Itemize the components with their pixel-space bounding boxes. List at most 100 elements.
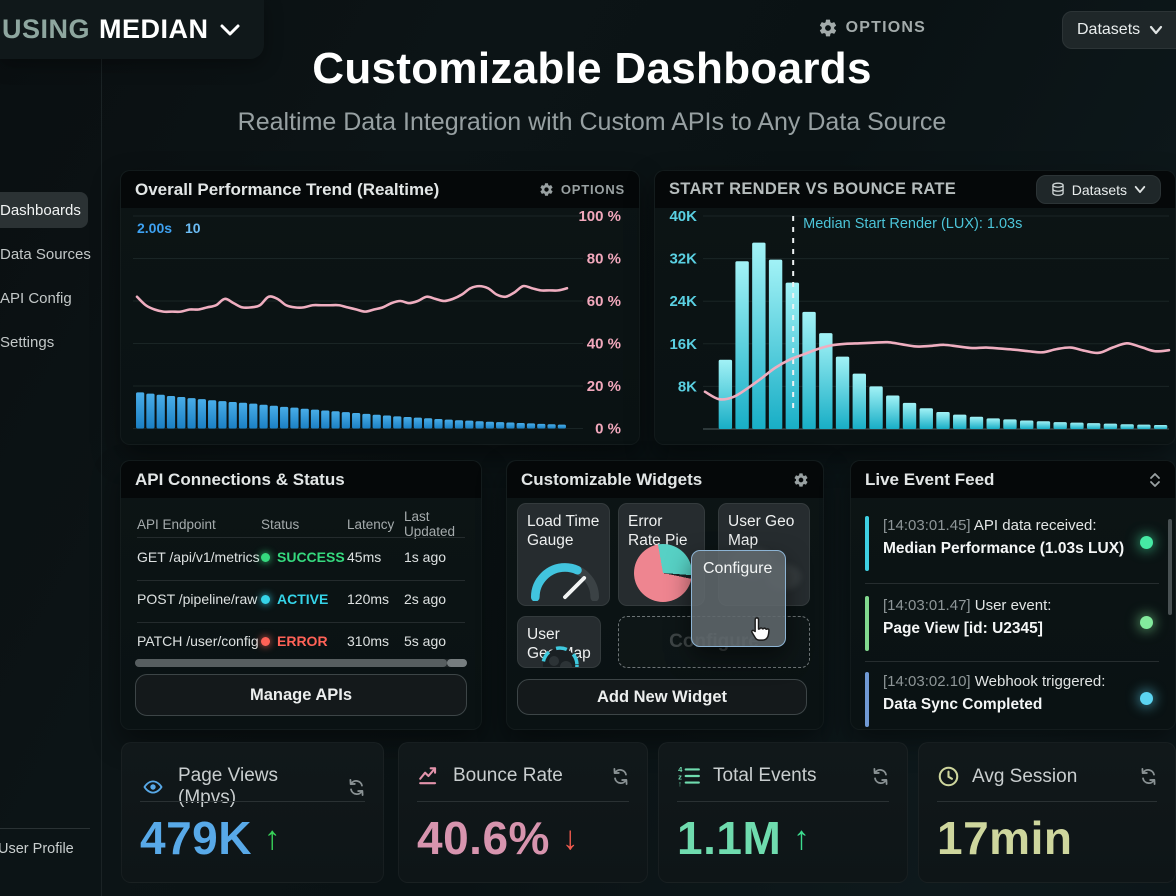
table-row: PATCH /user/config ERROR 310ms 5s ago xyxy=(121,633,481,649)
svg-text:z: z xyxy=(678,772,682,781)
widget-label: Load Time Gauge xyxy=(527,513,600,550)
panel-datasets-dropdown[interactable]: Datasets xyxy=(1035,175,1161,204)
svg-text:32K: 32K xyxy=(669,251,697,268)
svg-text:10: 10 xyxy=(185,220,201,236)
manage-apis-button[interactable]: Manage APIs xyxy=(135,674,467,716)
endpoint-cell: POST /pipeline/raw xyxy=(137,591,258,607)
refresh-icon[interactable] xyxy=(610,766,631,787)
brand-median-text: MEDIAN xyxy=(99,14,209,44)
svg-text:20 %: 20 % xyxy=(587,378,621,395)
brand-using-text: USING xyxy=(2,14,91,44)
kpi-value: 479K xyxy=(140,812,252,864)
svg-text:24K: 24K xyxy=(669,293,697,310)
widget-user-geo-map-2[interactable]: User Geo Map xyxy=(517,616,601,668)
event-status-dot xyxy=(1140,692,1153,705)
event-detail: Median Performance (1.03s LUX) xyxy=(883,540,1125,557)
trend-up-arrow: ↑ xyxy=(793,819,810,856)
latency-cell: 310ms xyxy=(347,633,390,649)
latency-cell: 45ms xyxy=(347,549,382,565)
widget-error-rate-pie[interactable]: Error Rate Pie xyxy=(618,503,705,606)
sidebar-divider xyxy=(0,828,90,829)
kpi-avg-session-card: Avg Session 17min xyxy=(918,742,1176,883)
sidebar-item-user-profile[interactable]: User Profile xyxy=(0,841,74,857)
svg-text:40K: 40K xyxy=(669,208,697,225)
feed-divider xyxy=(865,661,1159,662)
chevron-down-icon xyxy=(1134,185,1146,194)
datasets-label: Datasets xyxy=(1077,21,1141,38)
trend-down-arrow: ↓ xyxy=(561,819,579,856)
updated-cell: 1s ago xyxy=(404,549,447,565)
widgets-panel: Customizable Widgets Load Time Gauge Err… xyxy=(506,460,824,730)
refresh-icon[interactable] xyxy=(346,777,367,798)
dragged-configure-card[interactable]: Configure xyxy=(691,550,786,647)
updated-cell: 2s ago xyxy=(404,591,447,607)
svg-text:4: 4 xyxy=(678,765,683,774)
widget-load-time-gauge[interactable]: Load Time Gauge xyxy=(517,503,610,606)
event-accent-bar xyxy=(865,672,869,727)
sidebar-item-label: Settings xyxy=(0,333,55,351)
sidebar-item-settings[interactable]: Settings xyxy=(0,324,88,360)
chevron-down-icon xyxy=(1149,25,1163,35)
kpi-value: 1.1M xyxy=(677,812,782,864)
updated-cell: 5s ago xyxy=(404,633,447,649)
scrollbar-thumb[interactable] xyxy=(135,659,448,667)
sidebar-item-data-sources[interactable]: Data Sources xyxy=(0,236,91,272)
gear-icon xyxy=(818,18,838,38)
column-header: Last Updated xyxy=(404,509,456,539)
feed-event: [14:03:01.47] User event: Page View [id:… xyxy=(851,593,1175,655)
refresh-icon[interactable] xyxy=(1138,766,1159,787)
panel-title: Customizable Widgets xyxy=(521,469,703,489)
svg-text:0 %: 0 % xyxy=(595,421,621,438)
table-row: POST /pipeline/raw ACTIVE 120ms 2s ago xyxy=(121,591,481,607)
gear-icon[interactable] xyxy=(793,472,809,488)
table-divider xyxy=(137,537,465,538)
svg-text:80 %: 80 % xyxy=(587,251,621,268)
table-divider xyxy=(137,580,465,581)
performance-panel-header: Overall Performance Trend (Realtime) OPT… xyxy=(121,171,639,208)
start-render-panel-header: START RENDER VS BOUNCE RATE Datasets xyxy=(655,171,1175,208)
page-title: Customizable Dashboards xyxy=(312,44,872,93)
clock-icon xyxy=(937,765,960,788)
svg-text:Median Start Render (LUX): 1.0: Median Start Render (LUX): 1.03s xyxy=(803,216,1022,232)
table-row: GET /api/v1/metrics SUCCESS 45ms 1s ago xyxy=(121,549,481,565)
add-new-widget-button[interactable]: Add New Widget xyxy=(517,679,807,715)
event-detail: Data Sync Completed xyxy=(883,696,1043,713)
gauge-icon xyxy=(530,563,600,601)
column-header: API Endpoint xyxy=(137,516,216,532)
widget-label: User Geo Map xyxy=(728,513,795,550)
sidebar-item-dashboards[interactable]: Dashboards xyxy=(0,192,88,228)
datasets-dropdown[interactable]: Datasets xyxy=(1062,11,1176,49)
options-button[interactable]: OPTIONS xyxy=(818,18,926,38)
svg-text:40 %: 40 % xyxy=(587,336,621,353)
sidebar-item-label: API Config xyxy=(0,289,72,307)
sort-icon[interactable] xyxy=(1149,472,1161,488)
status-cell: SUCCESS xyxy=(261,549,347,565)
table-divider xyxy=(137,622,465,623)
panel-title: Overall Performance Trend (Realtime) xyxy=(135,179,440,199)
kpi-label: Bounce Rate xyxy=(453,765,563,786)
column-header: Status xyxy=(261,516,300,532)
pie-chart-icon xyxy=(634,544,692,602)
sidebar-item-api-config[interactable]: API Config xyxy=(0,280,88,316)
trend-up-arrow: ↑ xyxy=(263,819,281,856)
brand-logo[interactable]: USING MEDIAN xyxy=(0,0,264,59)
kpi-label: Avg Session xyxy=(972,765,1078,787)
feed-scrollbar[interactable] xyxy=(1168,519,1172,615)
feed-event: [14:03:01.45] API data received: Median … xyxy=(851,513,1175,575)
svg-text:60 %: 60 % xyxy=(587,293,621,310)
svg-text:100 %: 100 % xyxy=(578,208,621,225)
panel-title: START RENDER VS BOUNCE RATE xyxy=(669,180,957,198)
panel-options-button[interactable]: OPTIONS xyxy=(539,182,625,197)
live-event-feed-panel: Live Event Feed [14:03:01.45] API data r… xyxy=(850,460,1176,730)
performance-trend-panel: 100 % 80 % 60 % 40 % 20 % 0 % 2.00s 10 Overall … xyxy=(120,170,640,445)
database-icon xyxy=(1051,182,1065,197)
status-dot xyxy=(261,552,270,562)
refresh-icon[interactable] xyxy=(870,766,891,787)
kpi-value: 40.6% xyxy=(417,812,550,864)
endpoint-cell: PATCH /user/config xyxy=(137,633,259,649)
options-label: OPTIONS xyxy=(845,19,926,36)
kpi-total-events-card: 4 z ↑ Total Events 1.1M ↑ xyxy=(658,742,908,883)
status-cell: ACTIVE xyxy=(261,591,347,607)
table-scrollbar[interactable] xyxy=(135,659,467,667)
